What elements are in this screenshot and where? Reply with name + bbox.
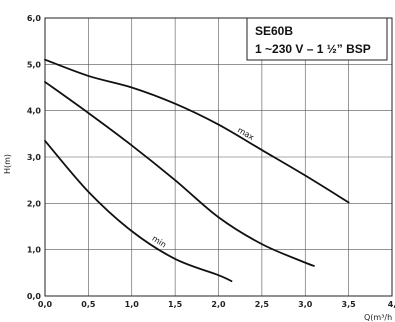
x-tick-label: 2,5 — [255, 300, 270, 309]
x-tick-label: 4, — [388, 300, 395, 309]
x-tick-labels: 0,0 0,5 1,0 1,5 2,0 2,5 3,0 3,5 4, — [38, 300, 395, 309]
x-axis-label: Q(m³/h — [364, 313, 392, 322]
curve-min — [44, 139, 233, 283]
y-axis-label: H(m) — [3, 154, 12, 174]
plot-frame — [44, 17, 393, 297]
y-tick-label: 5,0 — [27, 60, 42, 69]
x-tick-label: 1,0 — [125, 300, 140, 309]
y-tick-label: 1,0 — [27, 246, 42, 255]
curve-mid — [44, 81, 315, 267]
x-tick-label: 1,5 — [168, 300, 183, 309]
y-tick-labels: 0,0 1,0 2,0 3,0 4,0 5,0 6,0 — [27, 14, 42, 301]
x-tick-label: 0,0 — [38, 300, 53, 309]
x-tick-label: 0,5 — [81, 300, 96, 309]
x-tick-label: 3,0 — [298, 300, 313, 309]
x-tick-label: 3,5 — [342, 300, 357, 309]
y-tick-label: 6,0 — [27, 14, 42, 23]
chart-subtitle: 1 ~230 V – 1 ½” BSP — [255, 42, 371, 56]
y-tick-label: 3,0 — [27, 153, 42, 162]
grid — [44, 17, 393, 297]
y-tick-label: 0,0 — [27, 292, 42, 301]
y-tick-label: 4,0 — [27, 107, 42, 116]
y-tick-label: 2,0 — [27, 199, 42, 208]
legend-box: SE60B 1 ~230 V – 1 ½” BSP — [246, 17, 388, 61]
x-tick-label: 2,0 — [211, 300, 226, 309]
curve-max — [44, 58, 350, 204]
chart-title: SE60B — [255, 24, 293, 38]
